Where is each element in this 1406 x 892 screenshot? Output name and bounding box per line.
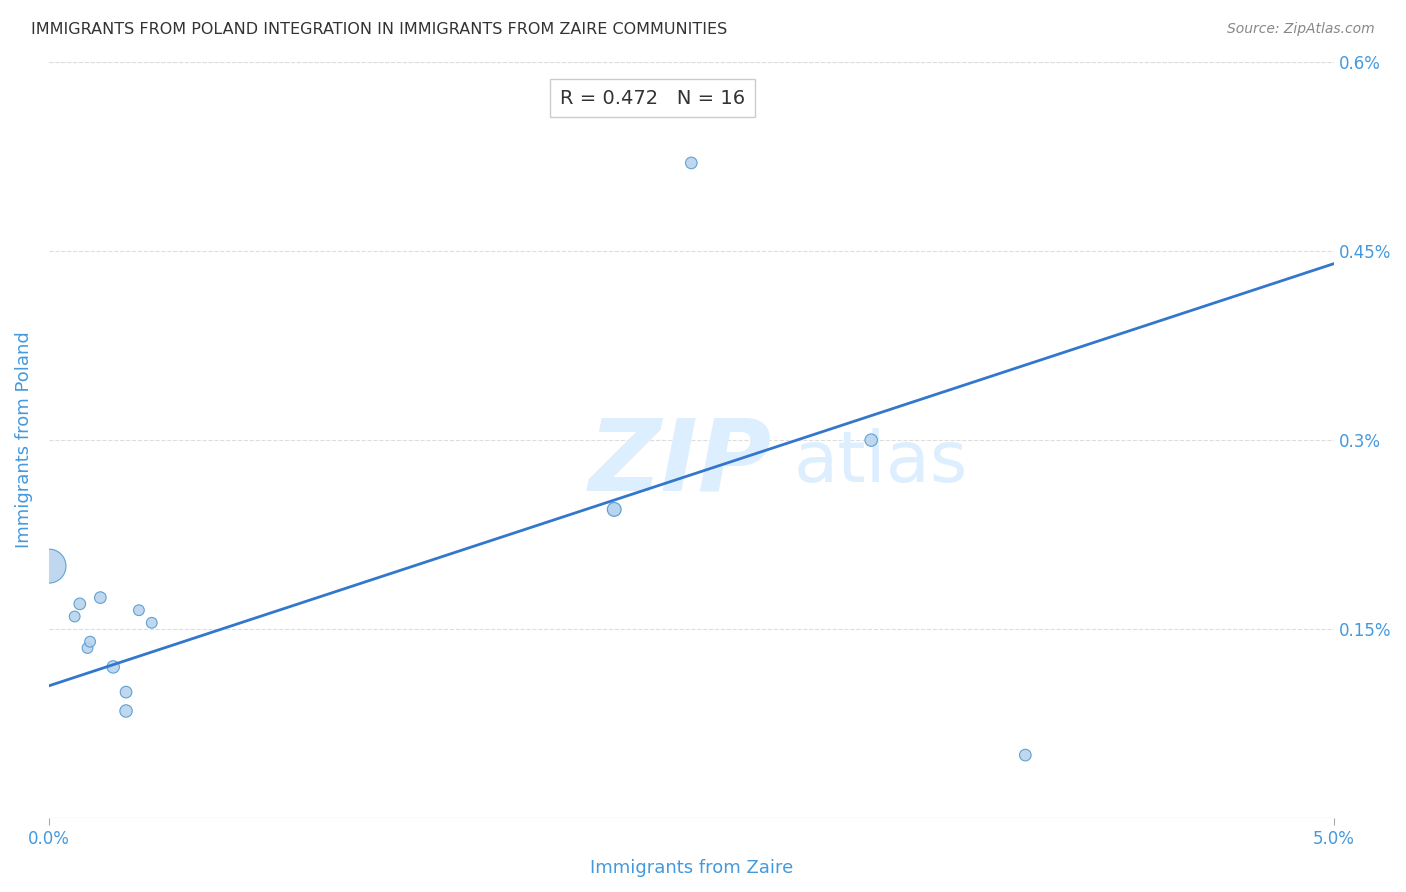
Text: atlas: atlas: [794, 428, 969, 497]
Text: IMMIGRANTS FROM POLAND INTEGRATION IN IMMIGRANTS FROM ZAIRE COMMUNITIES: IMMIGRANTS FROM POLAND INTEGRATION IN IM…: [31, 22, 727, 37]
Point: [115, 704, 138, 718]
X-axis label: Immigrants from Zaire: Immigrants from Zaire: [589, 859, 793, 877]
Text: Source: ZipAtlas.com: Source: ZipAtlas.com: [1227, 22, 1375, 37]
Point: [76, 640, 98, 655]
Point: [1014, 748, 1036, 763]
Text: ZIP: ZIP: [589, 414, 772, 511]
Point: [141, 615, 163, 630]
Point: [681, 156, 703, 170]
Point: [128, 603, 150, 617]
Point: [79, 634, 101, 648]
Point: [89, 591, 111, 605]
Point: [603, 502, 626, 516]
Point: [69, 597, 91, 611]
Point: [860, 433, 883, 447]
Point: [603, 502, 626, 516]
Point: [63, 609, 86, 624]
Point: [38, 559, 60, 574]
Text: R = 0.472   N = 16: R = 0.472 N = 16: [560, 88, 745, 108]
Point: [115, 685, 138, 699]
Point: [103, 660, 125, 674]
Y-axis label: Immigrants from Poland: Immigrants from Poland: [15, 332, 32, 549]
